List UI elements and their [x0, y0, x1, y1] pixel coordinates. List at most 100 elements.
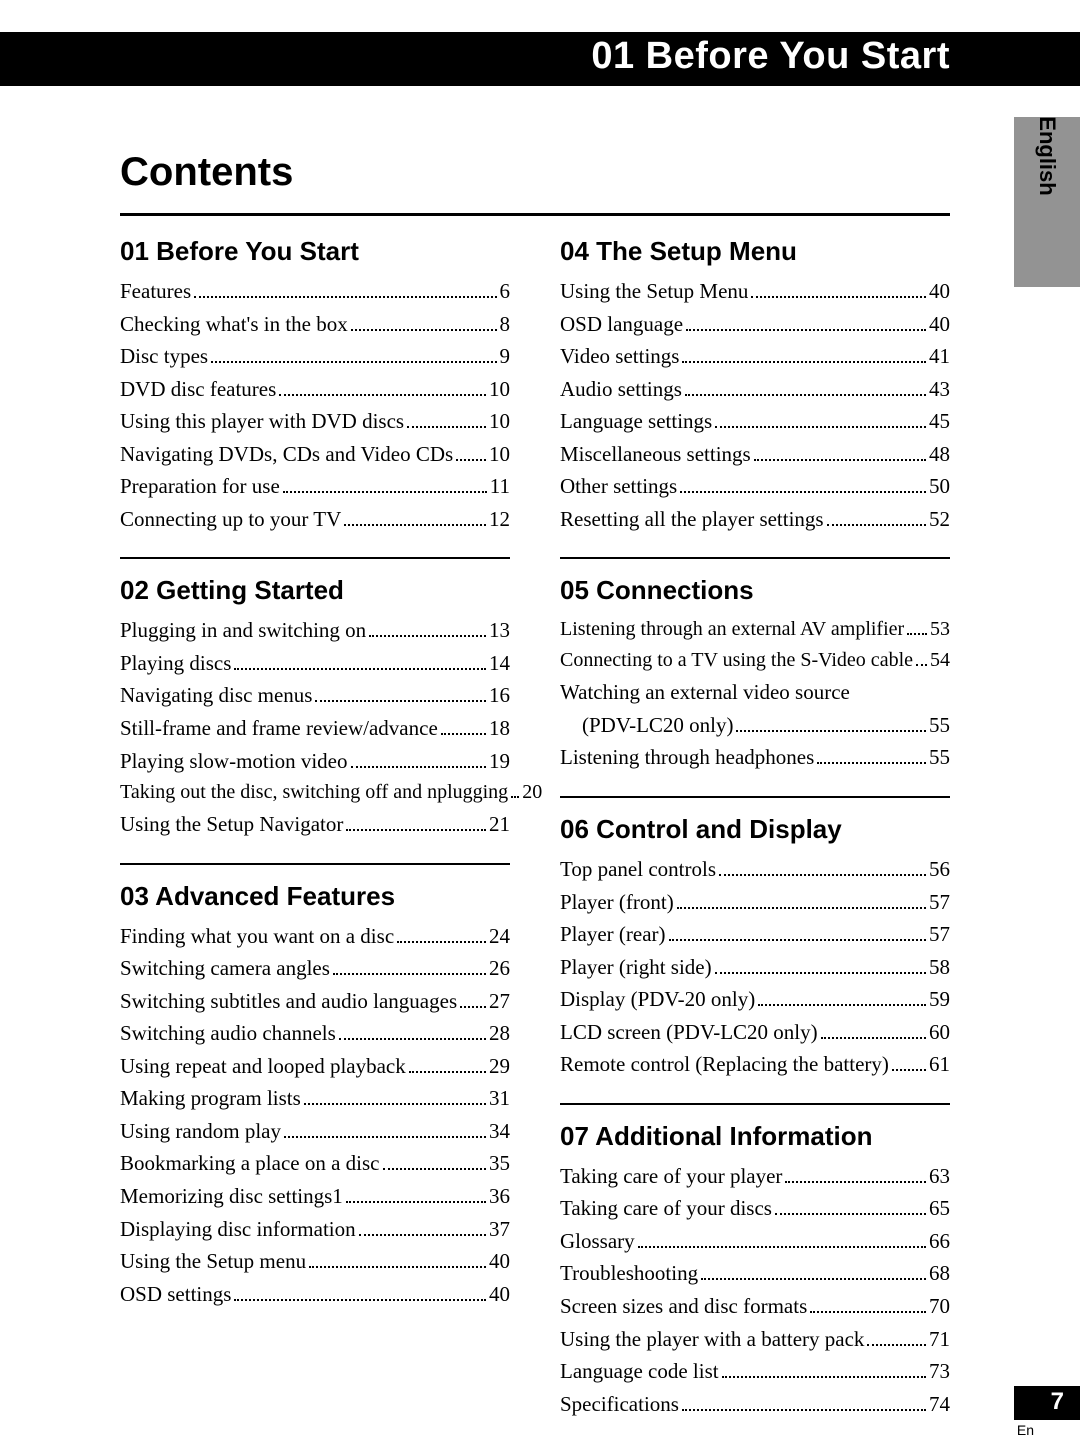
toc-leader: [682, 361, 926, 363]
toc-leader: [638, 1246, 926, 1248]
toc-leader: [346, 829, 486, 831]
toc-entry: Using random play34: [120, 1115, 510, 1148]
toc-leader: [397, 941, 486, 943]
toc-entry-page: 34: [489, 1115, 510, 1148]
toc-leader: [369, 635, 486, 637]
toc-entry-page: 35: [489, 1147, 510, 1180]
toc-leader: [279, 394, 486, 396]
toc-section: 02 Getting StartedPlugging in and switch…: [120, 557, 510, 840]
toc-entry-page: 40: [489, 1278, 510, 1311]
toc-entry: Taking care of your player63: [560, 1160, 950, 1193]
toc-leader: [441, 733, 486, 735]
toc-entry: Language settings45: [560, 405, 950, 438]
toc-entry: Making program lists31: [120, 1082, 510, 1115]
toc-leader: [821, 1037, 926, 1039]
toc-leader: [194, 296, 496, 298]
toc-entry-page: 66: [929, 1225, 950, 1258]
toc-entry-label: (PDV-LC20 only): [582, 709, 733, 742]
toc-entry-page: 27: [489, 985, 510, 1018]
toc-leader: [758, 1004, 926, 1006]
toc-entry-page: 43: [929, 373, 950, 406]
toc-leader: [383, 1168, 486, 1170]
toc-entry-page: 28: [489, 1017, 510, 1050]
toc-entry: Displaying disc information37: [120, 1213, 510, 1246]
toc-leader: [715, 426, 926, 428]
toc-entry-label: Top panel controls: [560, 853, 716, 886]
toc-leader: [346, 1201, 486, 1203]
toc-entry: Player (right side)58: [560, 951, 950, 984]
toc-leader: [701, 1278, 926, 1280]
toc-entry-page: 56: [929, 853, 950, 886]
toc-entry-page: 6: [500, 275, 511, 308]
toc-leader: [754, 459, 926, 461]
toc-entry-label: Using the Setup menu: [120, 1245, 306, 1278]
toc-entry-label: Remote control (Replacing the battery): [560, 1048, 889, 1081]
toc-entry-page: 13: [489, 614, 510, 647]
toc-section-heading: 01 Before You Start: [120, 236, 510, 267]
toc-entry-label: Watching an external video source: [560, 676, 850, 709]
toc-entry-page: 53: [930, 614, 950, 645]
toc-entry-label: Screen sizes and disc formats: [560, 1290, 807, 1323]
toc-leader: [309, 1266, 486, 1268]
toc-section: 05 ConnectionsListening through an exter…: [560, 557, 950, 774]
toc-entry-page: 45: [929, 405, 950, 438]
toc-entry-label: Still-frame and frame review/advance: [120, 712, 438, 745]
toc-entry: Miscellaneous settings48: [560, 438, 950, 471]
toc-leader: [511, 796, 519, 798]
toc-entry: Using the Setup Navigator 21: [120, 808, 510, 841]
toc-entry-label: Preparation for use: [120, 470, 280, 503]
toc-entry: Switching camera angles 26: [120, 952, 510, 985]
toc-entry-label: Video settings: [560, 340, 679, 373]
page-header-band: 01 Before You Start: [0, 32, 1080, 86]
toc-section: 03 Advanced FeaturesFinding what you wan…: [120, 863, 510, 1311]
page-content: Contents 01 Before You StartFeatures6Che…: [120, 150, 950, 1420]
toc-leader: [775, 1213, 926, 1215]
toc-entry: Still-frame and frame review/advance18: [120, 712, 510, 745]
toc-entry-page: 26: [489, 952, 510, 985]
toc-leader: [719, 874, 926, 876]
toc-entry-page: 70: [929, 1290, 950, 1323]
toc-entry-page: 59: [929, 983, 950, 1016]
toc-leader: [715, 972, 926, 974]
toc-leader: [407, 426, 486, 428]
toc-entry: Player (front)57: [560, 886, 950, 919]
toc-entry-label: Using the Setup Navigator: [120, 808, 343, 841]
toc-leader: [722, 1376, 926, 1378]
toc-entry-page: 10: [489, 438, 510, 471]
toc-entry: LCD screen (PDV-LC20 only)60: [560, 1016, 950, 1049]
toc-entry-page: 36: [489, 1180, 510, 1213]
toc-leader: [304, 1103, 486, 1105]
toc-entry-page: 57: [929, 918, 950, 951]
toc-entry: Navigating disc menus16: [120, 679, 510, 712]
toc-entry-page: 21: [489, 808, 510, 841]
toc-entry: Specifications74: [560, 1388, 950, 1421]
toc-entry-label: Specifications: [560, 1388, 679, 1421]
toc-entry-label: Features: [120, 275, 191, 308]
toc-entry-label: Using repeat and looped playback: [120, 1050, 406, 1083]
toc-section-heading: 05 Connections: [560, 575, 950, 606]
toc-entry-page: 41: [929, 340, 950, 373]
toc-entry-label: Player (front): [560, 886, 674, 919]
toc-entry: Video settings 41: [560, 340, 950, 373]
toc-column: 01 Before You Start Features 6Checking wha…: [120, 236, 510, 1420]
toc-entry: Checking what's in the box8: [120, 308, 510, 341]
toc-entry-page: 10: [489, 405, 510, 438]
toc-section: 04 The Setup MenuUsing the Setup Menu40O…: [560, 236, 950, 535]
toc-entry-page: 68: [929, 1257, 950, 1290]
toc-entry-page: 8: [500, 308, 511, 341]
toc-entry-label: Playing slow-motion video: [120, 745, 348, 778]
toc-section-heading: 06 Control and Display: [560, 814, 950, 845]
toc-entry-page: 9: [500, 340, 511, 373]
toc-entry-label: Navigating disc menus: [120, 679, 312, 712]
toc-leader: [234, 668, 486, 670]
toc-entry-label: Display (PDV-20 only): [560, 983, 755, 1016]
toc-leader: [682, 1409, 926, 1411]
toc-entry-page: 55: [929, 741, 950, 774]
toc-section: 07 Additional InformationTaking care of …: [560, 1103, 950, 1420]
toc-entry-label: Switching camera angles: [120, 952, 330, 985]
toc-entry-label: Taking care of your discs: [560, 1192, 772, 1225]
toc-entry: Connecting to a TV using the S-Video cab…: [560, 645, 950, 676]
toc-entry-page: 20: [522, 777, 542, 808]
toc-entry-page: 31: [489, 1082, 510, 1115]
toc-leader: [351, 329, 497, 331]
